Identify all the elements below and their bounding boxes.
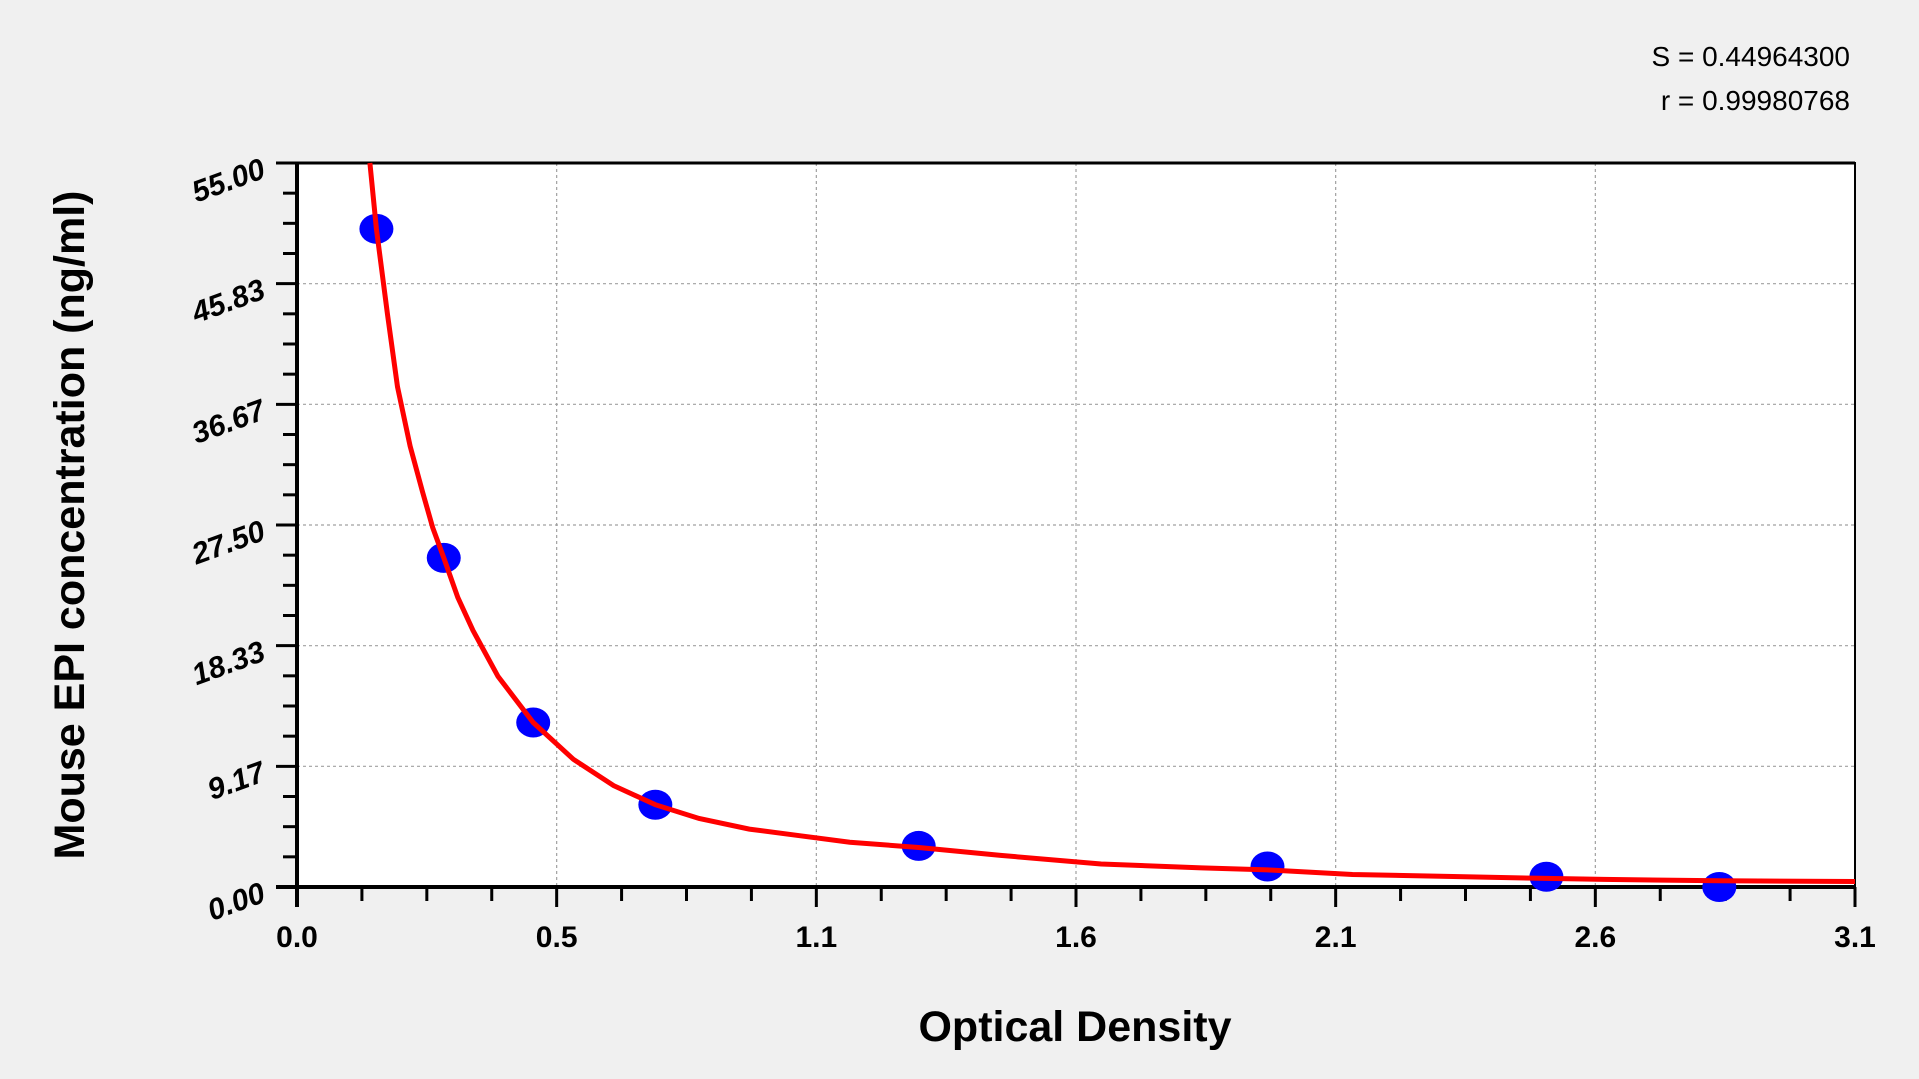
x-tick-label: 1.1 — [795, 921, 837, 954]
x-tick-label: 2.6 — [1574, 921, 1616, 954]
stat-s: S = 0.44964300 — [1651, 41, 1850, 72]
x-tick-label: 1.6 — [1055, 921, 1097, 954]
x-tick-label: 0.5 — [536, 921, 578, 954]
grid-lines — [297, 163, 1855, 887]
y-axis-title: Mouse EPI concentration (ng/ml) — [46, 191, 94, 860]
x-tick-label: 0.0 — [276, 921, 318, 954]
x-axis-title: Optical Density — [918, 1003, 1231, 1051]
stat-r: r = 0.99980768 — [1661, 85, 1850, 116]
fit-curve — [367, 162, 1856, 884]
x-tick-label: 3.1 — [1834, 921, 1876, 954]
x-tick-label: 2.1 — [1315, 921, 1357, 954]
data-point — [1250, 851, 1285, 882]
x-tick-labels: 0.0 0.5 1.1 1.6 2.1 2.6 3.1 — [276, 921, 1876, 954]
axes — [276, 161, 1856, 907]
data-point — [1702, 872, 1737, 902]
